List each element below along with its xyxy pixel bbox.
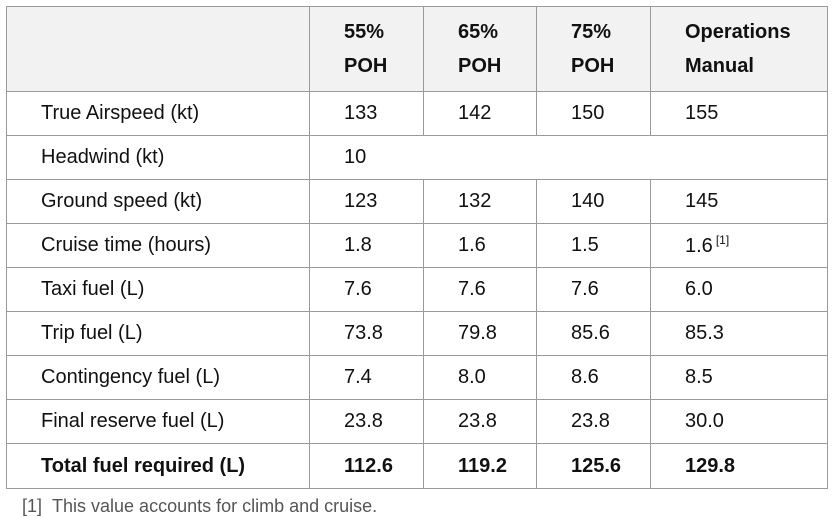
table-cell: 7.6 (309, 267, 424, 312)
footnote-reference: [1] (715, 233, 730, 247)
table-cell: 150 (536, 91, 651, 136)
fuel-comparison-table: 55% POH 65% POH 75% POH Operations Manua… (6, 6, 828, 489)
total-cell: 119.2 (423, 443, 537, 489)
table-cell: 8.5 (650, 355, 828, 400)
table-cell: 123 (309, 179, 424, 224)
table-cell: 145 (650, 179, 828, 224)
table-cell: 142 (423, 91, 537, 136)
total-cell: 112.6 (309, 443, 424, 489)
table-cell-value: 1.6 (685, 235, 713, 257)
footnote-mark: [1] (22, 496, 43, 516)
table-row-headwind: Headwind (kt) 10 (6, 135, 828, 180)
table-cell: 7.4 (309, 355, 424, 400)
table-row-contingency-fuel: Contingency fuel (L) 7.4 8.0 8.6 8.5 (6, 355, 828, 400)
table-body: True Airspeed (kt) 133 142 150 155 Headw… (6, 91, 828, 489)
header-55-poh: 55% POH (309, 6, 424, 92)
header-empty-cell (6, 6, 310, 92)
footnote: [1] This value accounts for climb and cru… (22, 496, 377, 517)
row-label: True Airspeed (kt) (6, 91, 310, 136)
header-75-poh-line1: 75% (571, 21, 612, 43)
header-operations-manual-line2: Manual (685, 55, 754, 77)
table-cell: 1.8 (309, 223, 424, 268)
table-cell: 23.8 (423, 399, 537, 444)
table-cell: 30.0 (650, 399, 828, 444)
table-row-final-reserve-fuel: Final reserve fuel (L) 23.8 23.8 23.8 30… (6, 399, 828, 444)
row-label: Final reserve fuel (L) (6, 399, 310, 444)
table-header: 55% POH 65% POH 75% POH Operations Manua… (6, 6, 828, 92)
row-label: Ground speed (kt) (6, 179, 310, 224)
table-row-total-fuel: Total fuel required (L) 112.6 119.2 125.… (6, 443, 828, 489)
table-cell-with-footnote: 1.6 [1] (650, 223, 828, 268)
row-label: Headwind (kt) (6, 135, 310, 180)
header-65-poh-line1: 65% (458, 21, 499, 43)
table-cell: 85.6 (536, 311, 651, 356)
header-75-poh: 75% POH (536, 6, 651, 92)
table-row-trip-fuel: Trip fuel (L) 73.8 79.8 85.6 85.3 (6, 311, 828, 356)
header-operations-manual-line1: Operations (685, 21, 791, 43)
table-cell: 23.8 (536, 399, 651, 444)
row-label: Cruise time (hours) (6, 223, 310, 268)
table-cell: 140 (536, 179, 651, 224)
table-cell: 132 (423, 179, 537, 224)
table-cell: 155 (650, 91, 828, 136)
table-cell: 23.8 (309, 399, 424, 444)
table-cell: 85.3 (650, 311, 828, 356)
table-cell: 79.8 (423, 311, 537, 356)
total-cell: 125.6 (536, 443, 651, 489)
table-row-true-airspeed: True Airspeed (kt) 133 142 150 155 (6, 91, 828, 136)
header-55-poh-line1: 55% (344, 21, 385, 43)
table-cell: 8.0 (423, 355, 537, 400)
table-cell: 133 (309, 91, 424, 136)
table-row-ground-speed: Ground speed (kt) 123 132 140 145 (6, 179, 828, 224)
header-row: 55% POH 65% POH 75% POH Operations Manua… (6, 6, 828, 92)
row-label: Trip fuel (L) (6, 311, 310, 356)
header-55-poh-line2: POH (344, 55, 388, 77)
table-row-cruise-time: Cruise time (hours) 1.8 1.6 1.5 1.6 [1] (6, 223, 828, 268)
total-label: Total fuel required (L) (6, 443, 310, 489)
table-cell: 7.6 (423, 267, 537, 312)
footnote-text: This value accounts for climb and cruise… (52, 496, 378, 516)
table-cell: 1.5 (536, 223, 651, 268)
row-label: Taxi fuel (L) (6, 267, 310, 312)
row-label: Contingency fuel (L) (6, 355, 310, 400)
table-cell: 7.6 (536, 267, 651, 312)
table-cell: 73.8 (309, 311, 424, 356)
table-cell: 6.0 (650, 267, 828, 312)
header-65-poh-line2: POH (458, 55, 502, 77)
table-cell-merged: 10 (309, 135, 828, 180)
header-operations-manual: Operations Manual (650, 6, 828, 92)
total-cell: 129.8 (650, 443, 828, 489)
table-cell: 8.6 (536, 355, 651, 400)
table-cell: 1.6 (423, 223, 537, 268)
header-65-poh: 65% POH (423, 6, 537, 92)
table-row-taxi-fuel: Taxi fuel (L) 7.6 7.6 7.6 6.0 (6, 267, 828, 312)
header-75-poh-line2: POH (571, 55, 615, 77)
